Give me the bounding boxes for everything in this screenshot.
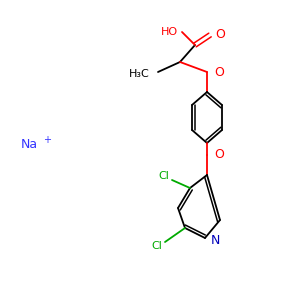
Text: +: + (43, 135, 51, 145)
Text: H₃C: H₃C (129, 69, 150, 79)
Text: HO: HO (161, 27, 178, 37)
Text: O: O (214, 148, 224, 161)
Text: Cl: Cl (158, 171, 169, 181)
Text: N: N (211, 235, 220, 248)
Text: O: O (215, 28, 225, 41)
Text: O: O (214, 65, 224, 79)
Text: Na: Na (21, 139, 38, 152)
Text: Cl: Cl (151, 241, 162, 251)
